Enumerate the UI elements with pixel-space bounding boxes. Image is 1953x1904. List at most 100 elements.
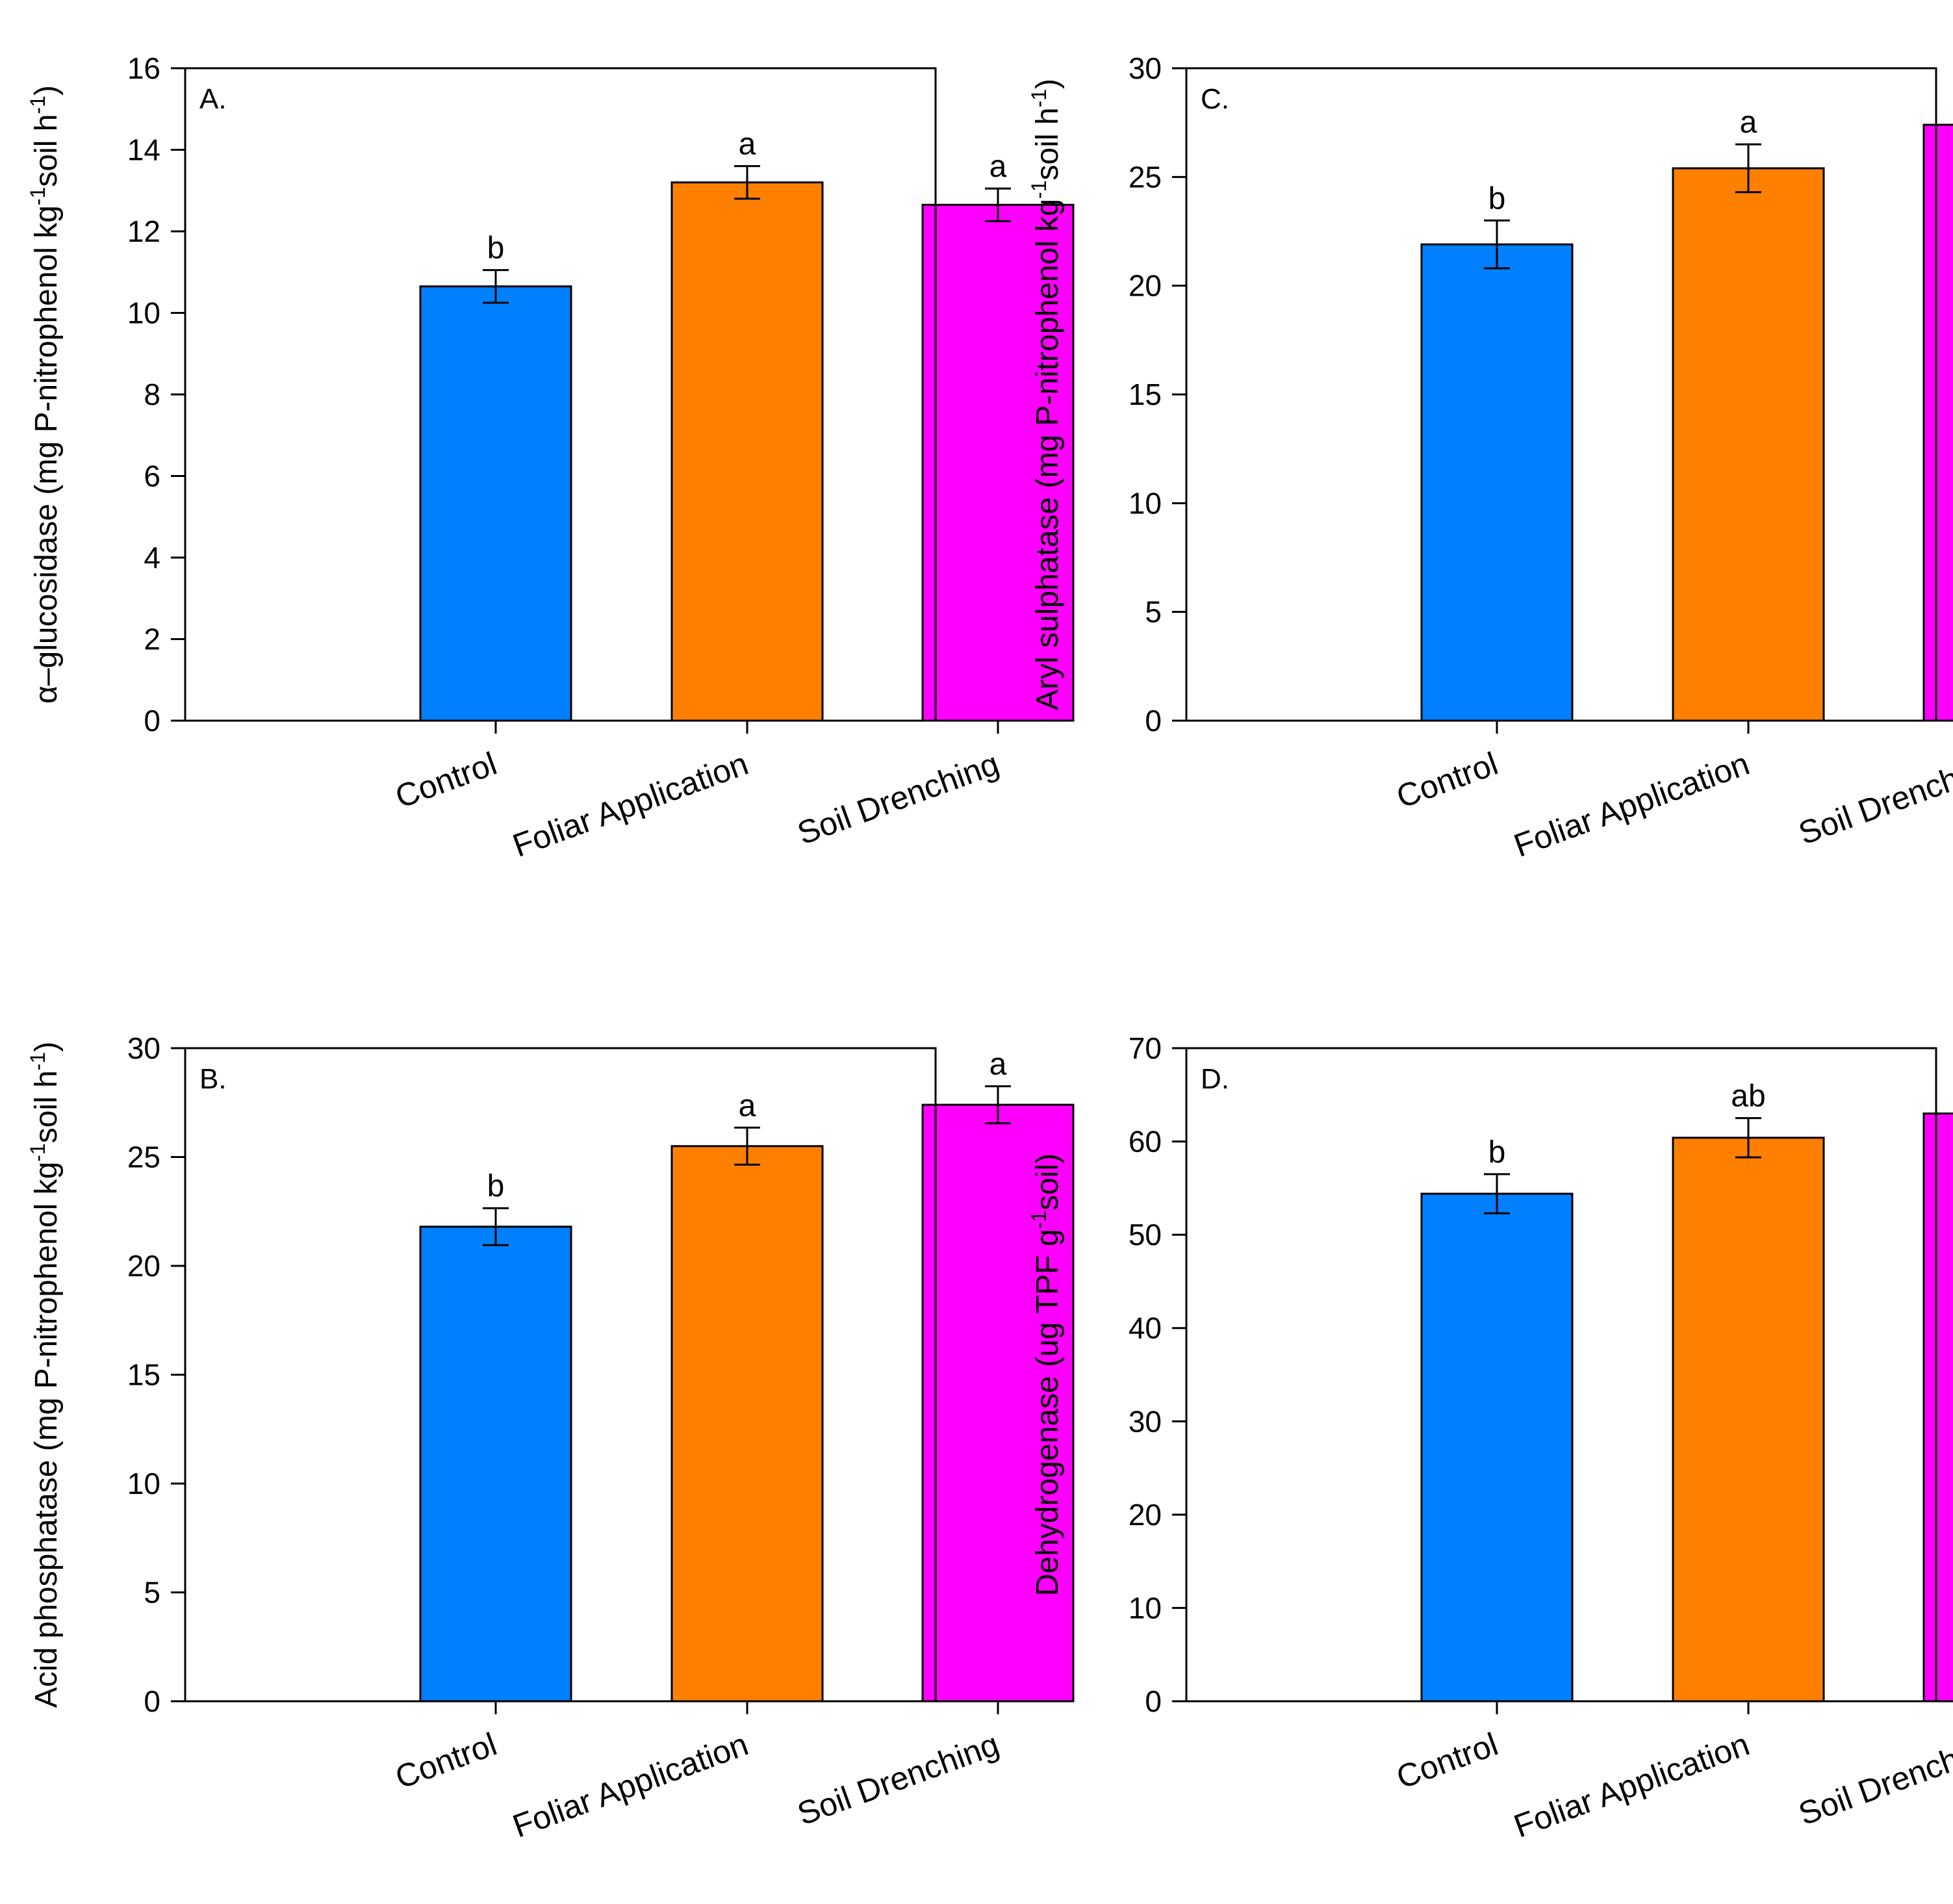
y-axis-title-superscript: -1 [26, 1143, 49, 1161]
y-axis-title-text: ) [1030, 79, 1065, 89]
y-axis-title-text: soil) [1030, 1153, 1065, 1211]
y-tick-label: 10 [1129, 1591, 1162, 1625]
error-bar [1484, 1173, 1510, 1215]
y-axis-title: Dehydrogenase (ug TPF g-1soil) [1027, 1153, 1065, 1596]
y-axis-title-superscript: -1 [26, 96, 49, 114]
y-tick-label: 25 [1129, 160, 1162, 194]
y-tick-label: 20 [1129, 1498, 1162, 1532]
y-tick-label: 15 [127, 1358, 160, 1392]
x-category-label: Soil Drenching [1794, 1726, 1953, 1833]
x-category-label: Foliar Application [508, 1726, 753, 1845]
bar [1420, 243, 1574, 722]
bar [1420, 1192, 1574, 1703]
significance-label: b [1488, 181, 1506, 216]
y-tick-label: 30 [1129, 51, 1162, 85]
y-axis-title: α–glucosidase (mg P-nitrophenol kg-1soil… [26, 85, 64, 704]
y-tick-label: 30 [1129, 1404, 1162, 1438]
bar [1922, 1113, 1953, 1703]
y-tick-label: 0 [144, 704, 160, 738]
bar [670, 181, 824, 722]
bar [419, 285, 572, 722]
significance-label: ab [1731, 1079, 1765, 1114]
y-tick-label: 8 [144, 378, 160, 411]
y-axis-title-text: Aryl sulphatase (mg P-nitrophenol kg [1030, 199, 1065, 710]
x-category-label: Foliar Application [1509, 745, 1754, 864]
panel-label: C. [1201, 83, 1229, 115]
x-category-label: Foliar Application [1509, 1726, 1754, 1845]
y-axis-title-superscript: -1 [26, 187, 49, 205]
y-tick-label: 30 [127, 1031, 160, 1065]
significance-label: a [739, 1088, 756, 1123]
x-category-label: Foliar Application [508, 745, 753, 864]
y-tick-label: 20 [1129, 269, 1162, 303]
error-bar [1735, 1117, 1761, 1159]
y-tick-label: 14 [127, 133, 160, 167]
y-tick-label: 50 [1129, 1218, 1162, 1252]
bar [419, 1226, 572, 1703]
y-tick-label: 5 [1145, 595, 1162, 629]
bar [1672, 167, 1825, 722]
y-tick-label: 0 [1145, 704, 1162, 738]
x-category-label: Soil Drenching [793, 745, 1004, 852]
x-category-label: Control [390, 745, 502, 816]
x-category-label: Soil Drenching [1794, 745, 1953, 852]
chart-panel: b a a 0 2 4 6 8 10 12 14 16 Control Foliar Applicatio… [26, 51, 1075, 864]
significance-label: a [989, 149, 1007, 184]
bar [1672, 1137, 1825, 1703]
x-category-label: Control [390, 1726, 502, 1796]
chart-panel: baba010203040506070ControlFoliar Applica… [1027, 1031, 1953, 1845]
y-axis-title-text: α–glucosidase (mg P-nitrophenol kg [29, 205, 64, 704]
y-tick-label: 20 [127, 1249, 160, 1283]
y-axis-title-text: ) [29, 1042, 64, 1052]
significance-label: a [739, 127, 756, 162]
y-axis-title-text: soil h [1030, 107, 1065, 180]
y-tick-label: 25 [127, 1140, 160, 1174]
y-tick-label: 16 [127, 51, 160, 85]
panel-label: A. [199, 83, 227, 115]
y-tick-label: 2 [144, 623, 160, 656]
y-tick-label: 10 [1129, 486, 1162, 520]
y-axis-title-superscript: -1 [26, 1052, 49, 1070]
error-bar [1735, 143, 1761, 194]
bar [921, 1103, 1075, 1703]
significance-label: b [487, 1169, 505, 1203]
y-axis-title-text: ) [29, 85, 64, 96]
y-tick-label: 5 [144, 1576, 160, 1610]
y-axis-title: Acid phosphatase (mg P-nitrophenol kg-1s… [26, 1042, 64, 1708]
error-bar [483, 269, 509, 304]
significance-label: a [989, 1048, 1007, 1082]
y-axis-title-text: Acid phosphatase (mg P-nitrophenol kg [29, 1162, 64, 1708]
y-tick-label: 40 [1129, 1311, 1162, 1345]
panel-label: B. [199, 1063, 227, 1095]
y-axis-title-text: Dehydrogenase (ug TPF g [1030, 1229, 1065, 1596]
x-category-label: Control [1392, 745, 1503, 816]
y-tick-label: 10 [127, 296, 160, 330]
significance-label: b [487, 231, 505, 266]
error-bar [734, 1126, 760, 1166]
significance-label: a [1740, 105, 1757, 140]
y-tick-label: 70 [1129, 1031, 1162, 1065]
error-bar [985, 187, 1011, 222]
plot-frame [1185, 1047, 1937, 1703]
y-axis-title: Aryl sulphatase (mg P-nitrophenol kg-1so… [1027, 79, 1065, 710]
y-tick-label: 15 [1129, 378, 1162, 411]
bar [670, 1145, 824, 1703]
y-tick-label: 0 [1145, 1684, 1162, 1718]
y-tick-label: 10 [127, 1467, 160, 1500]
error-bar [734, 165, 760, 200]
y-axis-title-superscript: -1 [1027, 1211, 1051, 1229]
y-tick-label: 0 [144, 1684, 160, 1718]
error-bar [1484, 219, 1510, 270]
x-category-label: Control [1392, 1726, 1503, 1796]
panel-label: D. [1201, 1063, 1229, 1095]
significance-label: b [1488, 1135, 1506, 1170]
y-tick-label: 60 [1129, 1125, 1162, 1159]
y-tick-label: 12 [127, 214, 160, 248]
y-axis-title-text: soil h [29, 1070, 64, 1143]
bar [1922, 123, 1953, 722]
y-axis-title-superscript: -1 [1027, 180, 1051, 198]
y-tick-label: 4 [144, 541, 160, 574]
